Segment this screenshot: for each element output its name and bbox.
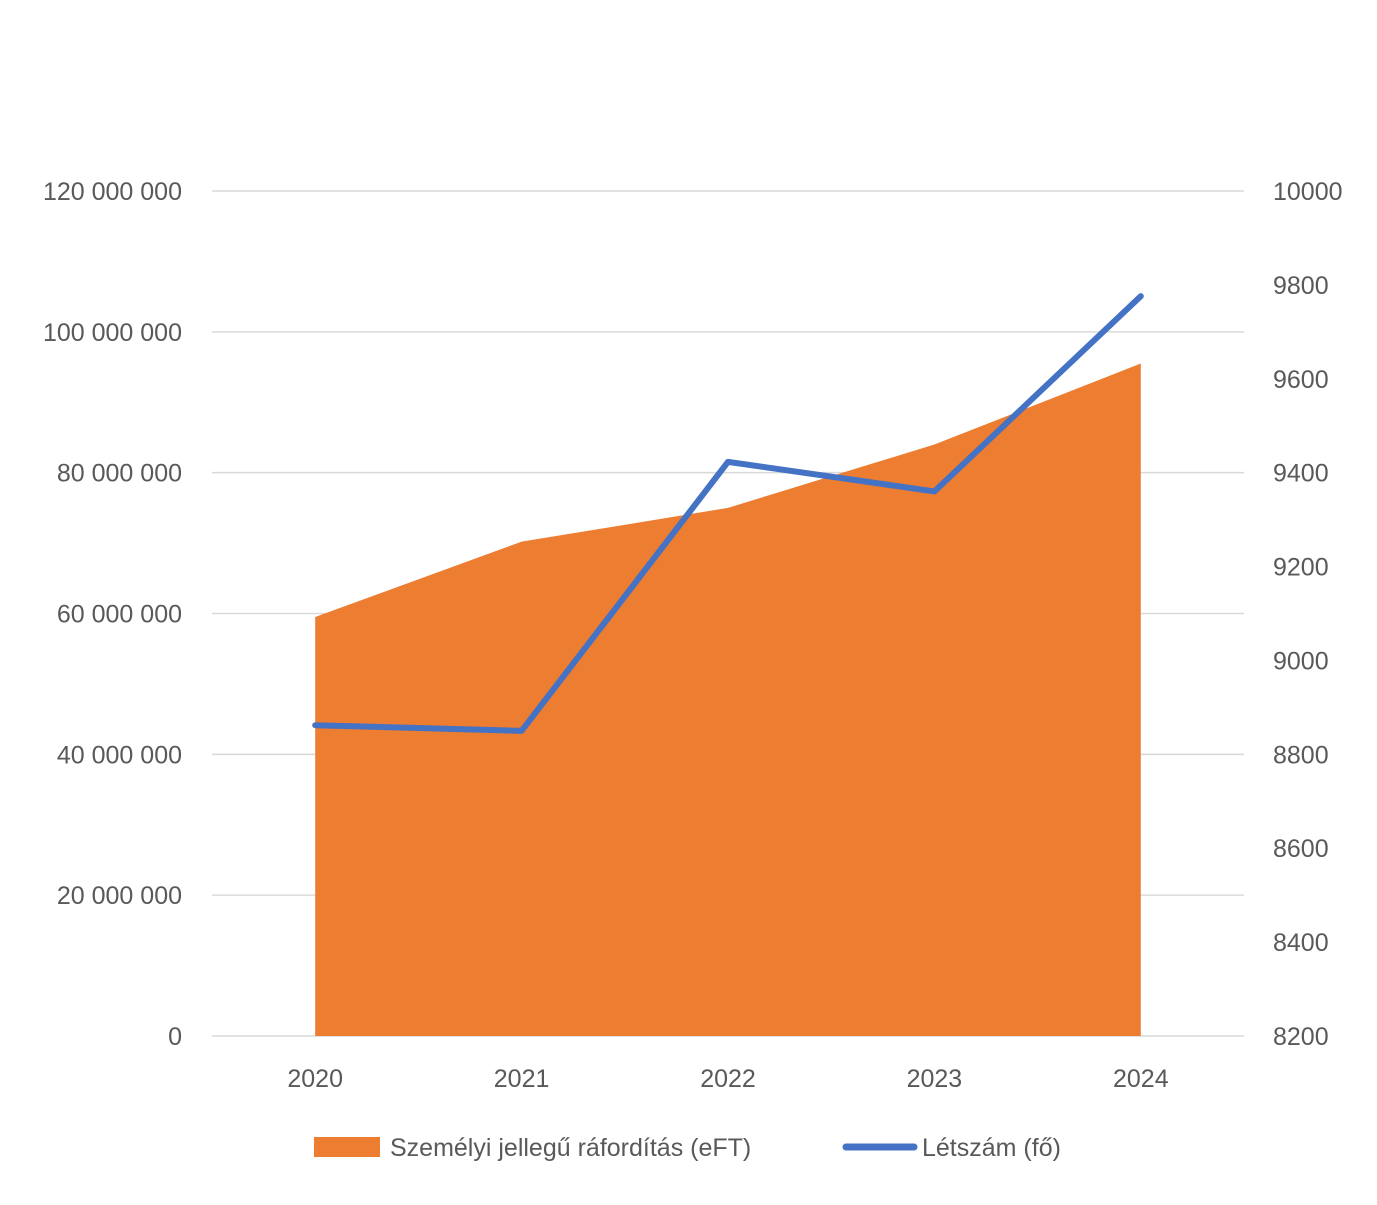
x-axis-tick-label: 2024 [1113, 1065, 1169, 1093]
left-axis-tick-label: 120 000 000 [43, 178, 182, 206]
legend-swatch-area [314, 1137, 380, 1157]
legend-label-line: Létszám (fő) [922, 1134, 1061, 1162]
right-axis-tick-label: 10000 [1273, 178, 1343, 206]
left-axis-tick-label: 40 000 000 [57, 741, 182, 769]
legend: Személyi jellegű ráfordítás (eFT) Létszá… [314, 1134, 1061, 1162]
x-axis: 2020 2021 2022 2023 2024 [287, 1065, 1168, 1093]
right-axis-tick-label: 9600 [1273, 366, 1329, 394]
right-axis-tick-label: 9000 [1273, 647, 1329, 675]
right-axis-tick-label: 8400 [1273, 929, 1329, 957]
left-y-axis: 0 20 000 000 40 000 000 60 000 000 80 000 00… [43, 178, 182, 1051]
left-axis-tick-label: 0 [168, 1023, 182, 1051]
left-axis-tick-label: 20 000 000 [57, 882, 182, 910]
x-axis-tick-label: 2023 [907, 1065, 963, 1093]
left-axis-tick-label: 60 000 000 [57, 601, 182, 629]
x-axis-tick-label: 2022 [700, 1065, 756, 1093]
left-axis-tick-label: 80 000 000 [57, 460, 182, 488]
right-axis-tick-label: 8200 [1273, 1023, 1329, 1051]
left-axis-tick-label: 100 000 000 [43, 319, 182, 347]
x-axis-tick-label: 2020 [287, 1065, 343, 1093]
right-axis-tick-label: 9200 [1273, 554, 1329, 582]
right-y-axis: 8200 8400 8600 8800 9000 9200 9400 9600 9800 1000… [1273, 178, 1343, 1051]
right-axis-tick-label: 9800 [1273, 272, 1329, 300]
right-axis-tick-label: 9400 [1273, 460, 1329, 488]
x-axis-tick-label: 2021 [494, 1065, 550, 1093]
right-axis-tick-label: 8800 [1273, 741, 1329, 769]
right-axis-tick-label: 8600 [1273, 835, 1329, 863]
legend-label-area: Személyi jellegű ráfordítás (eFT) [390, 1134, 751, 1162]
